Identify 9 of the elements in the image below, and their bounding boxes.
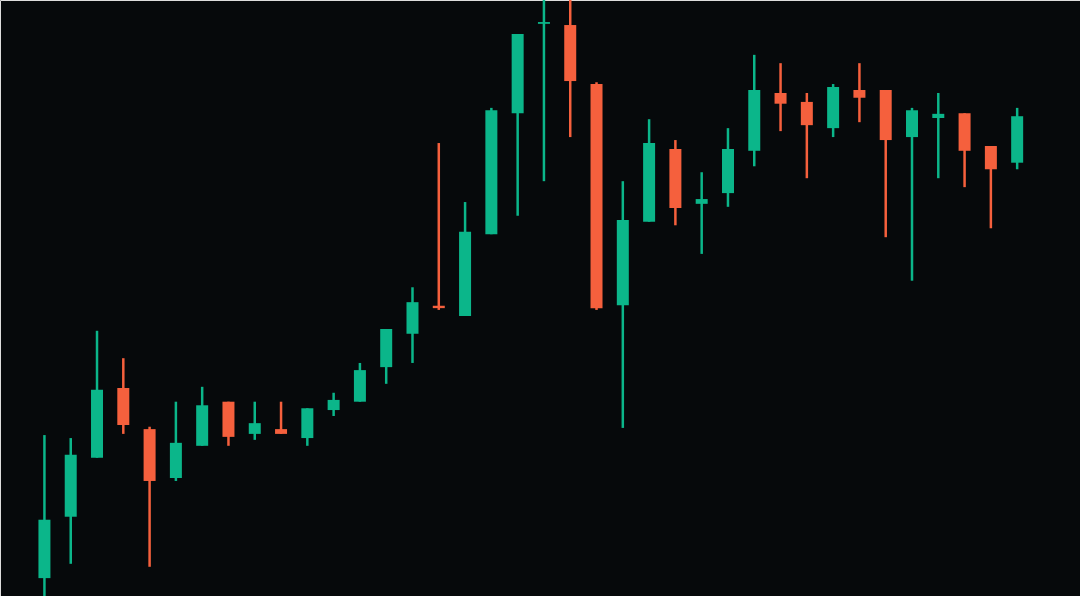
candlestick	[327, 391, 340, 418]
candlestick	[248, 400, 261, 442]
candlestick	[800, 91, 813, 180]
candlestick	[275, 400, 288, 436]
candlestick	[774, 61, 787, 133]
candlestick	[932, 91, 945, 180]
candlestick	[695, 170, 708, 256]
candlestick	[984, 144, 997, 230]
candlestick	[853, 61, 866, 124]
